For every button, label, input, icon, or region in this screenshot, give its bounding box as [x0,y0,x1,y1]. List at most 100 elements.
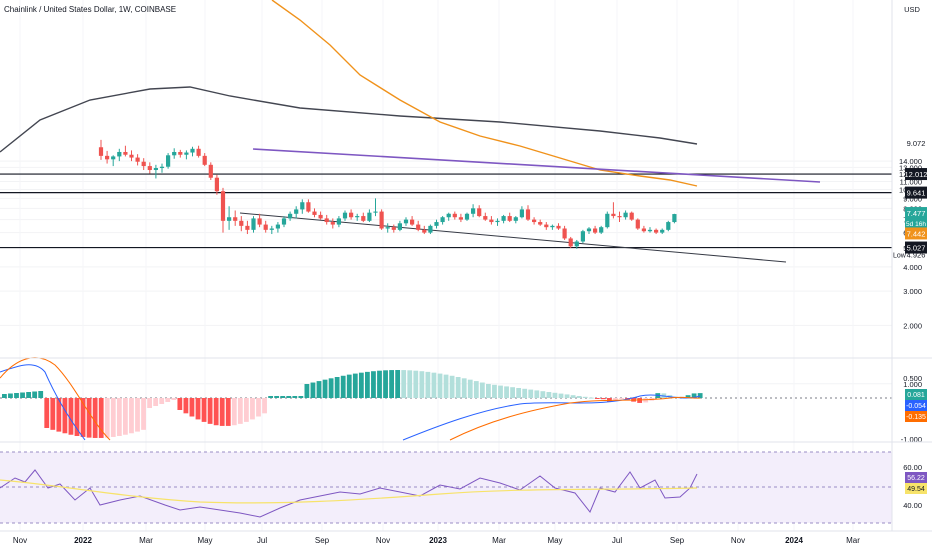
rsi-value-bg [905,472,927,483]
time-tick-label: May [547,536,562,545]
candles [98,139,677,249]
macd-histogram-bar [201,398,207,422]
candle-body [281,218,287,225]
candle-body [288,213,293,219]
time-tick-label: Nov [13,536,27,545]
macd-histogram-bar [407,370,413,398]
candle-body [141,161,146,167]
candle-body [629,212,634,220]
candle-body [367,212,372,221]
macd-histogram-bar [219,398,225,426]
macd-tick-label: 0.500 [903,374,922,383]
macd-histogram-bar [582,396,588,398]
macd-histogram-bar [256,398,261,417]
candle-body [385,227,390,229]
macd-histogram-bar [129,398,134,434]
macd-histogram-bar [44,398,50,428]
candle-body [245,225,250,230]
candle-body [593,228,598,233]
time-tick-label: Nov [376,536,390,545]
candle-body [147,166,152,171]
last-price-label-bg [905,207,927,220]
macd-value-label: -0.135 [906,414,926,421]
macd-histogram-bar [691,393,697,398]
price-tick-label: 3.000 [903,287,922,296]
candle-body [159,166,165,169]
macd-histogram-bar [613,398,618,401]
macd-value-bg [905,400,927,411]
candle-body [391,227,396,230]
macd-histogram-bar [207,398,213,424]
macd-histogram-bar [80,398,86,437]
candle-body [422,229,427,233]
candle-body [355,216,360,218]
macd-histogram-bar [244,398,249,422]
macd-histogram-bar [479,382,485,398]
macd-histogram-bar [62,398,68,434]
macd-histogram-bar [14,393,19,398]
macd-histogram-bar [316,381,322,398]
time-tick-label: 2023 [429,536,447,545]
low-value: 4.926 [907,250,926,259]
candle-body [129,154,134,158]
macd-histogram-bar [395,370,401,398]
macd-histogram-bar [564,394,570,398]
macd-value-label: 0.081 [907,392,925,399]
level-label-9641-bg [905,186,927,199]
time-tick-label: May [197,536,212,545]
macd-histogram-bar [50,398,56,430]
macd-histogram-bar [594,398,600,399]
macd-histogram-bar [352,373,358,398]
candle-body [489,219,494,223]
ema-value-label-bg [905,227,927,240]
macd-histogram-bar [292,396,298,398]
candle-body [458,217,463,220]
time-tick-label: 2024 [785,536,803,545]
price-tick-label: 11.000 [900,177,922,186]
candle-body [251,218,256,230]
price-tick-label: 14.000 [899,157,922,166]
macd-histogram-bar [250,398,255,420]
candle-body [519,209,524,218]
macd-histogram-bar [32,391,38,398]
macd-histogram-bar [334,377,340,398]
candle-body [611,213,616,217]
rsi-tick-label: 40.00 [903,501,922,510]
macd-histogram-bar [189,398,195,417]
level-label-5027-bg [905,241,927,254]
candle-body [178,151,183,155]
macd-histogram-bar [26,392,31,398]
candle-body [214,177,219,192]
macd-histogram-bar [510,387,515,398]
macd-histogram-bar [104,398,110,438]
macd-histogram-bar [322,379,328,398]
candle-body [617,216,622,218]
candle-body [556,225,561,229]
macd-histogram-bar [213,398,219,426]
macd-value-bg [905,411,927,422]
macd-histogram-bar [116,398,122,436]
macd-histogram-bar [443,374,449,398]
macd-histogram-bar [68,398,74,435]
candle-body [501,216,506,221]
macd-histogram-bar [237,398,243,424]
macd-histogram-bar [147,398,152,408]
macd-histogram-bar [20,392,25,398]
ema-value-label: 7.442 [907,229,926,238]
price-tick-label: 2.000 [903,321,922,330]
macd-histogram-bar [534,390,540,398]
macd-histogram-bar [110,398,116,437]
ema-line [271,0,698,187]
candle-body [410,219,415,225]
candle-body [342,212,348,219]
macd-histogram-bar [98,398,104,438]
candle-body [660,229,665,233]
candle-body [416,224,421,230]
candle-body [111,156,116,160]
rsi-ma-value-label: 49.54 [907,486,925,493]
macd-histogram-bar [522,388,528,398]
time-tick-label: Sep [315,536,330,545]
macd-histogram-bar [455,377,461,398]
